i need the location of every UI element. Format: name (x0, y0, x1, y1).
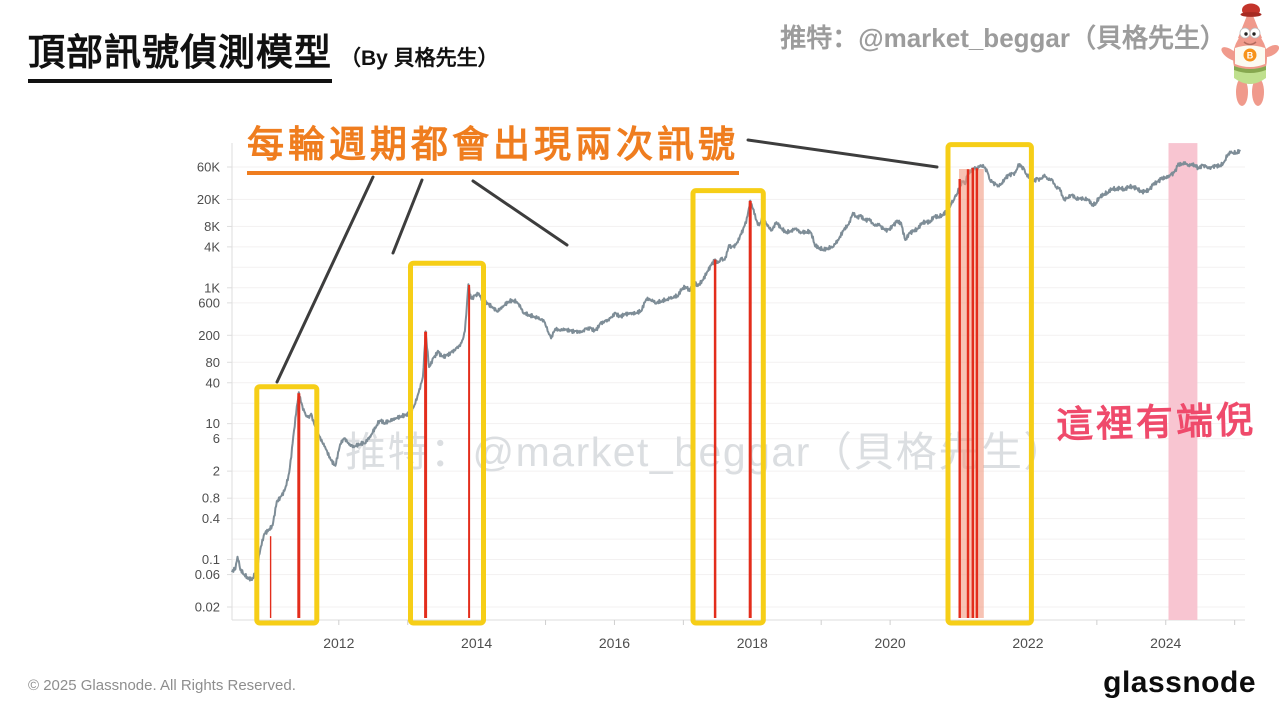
y-axis-tick-label: 2 (213, 464, 220, 479)
x-axis-tick-label: 2012 (323, 635, 354, 651)
page-title-suffix: （By 貝格先生） (340, 47, 499, 70)
chart-series-and-annotations (231, 138, 1241, 626)
y-axis-tick-label: 6 (213, 431, 220, 446)
annotation-connector-line (391, 178, 424, 255)
signal-highlight-box (408, 260, 486, 626)
y-axis-tick-label: 40 (206, 375, 220, 390)
y-axis-tick-label: 0.8 (202, 491, 220, 506)
signal-highlight-box (254, 384, 320, 626)
watermark: 推特：@market_beggar（貝格先生） (345, 429, 1066, 475)
signal-highlight-box (945, 142, 1034, 626)
y-axis-tick-label: 0.02 (195, 599, 220, 614)
signal-highlight-box (690, 188, 766, 626)
x-axis-tick-label: 2022 (1012, 635, 1043, 651)
y-axis-tick-label: 10 (206, 416, 220, 431)
signal-cluster-band-2021 (959, 169, 984, 618)
bitcoin-badge-icon (1243, 48, 1257, 62)
btc-price-line (231, 149, 1241, 582)
patrick-star-mascot-image: B (1221, 3, 1279, 106)
x-axis-tick-label: 2020 (875, 635, 906, 651)
y-axis-tick-label: 200 (198, 328, 220, 343)
svg-text:B: B (1247, 51, 1254, 61)
twitter-handle: 推特：@market_beggar（貝格先生） (780, 23, 1226, 53)
page-title: 頂部訊號偵測模型 (28, 32, 332, 83)
y-axis-tick-label: 1K (204, 280, 220, 295)
highlight-band-2024 (1168, 143, 1198, 620)
annotation-connector-line (275, 175, 375, 384)
annotation-connector-line (746, 138, 939, 169)
glassnode-logo: glassnode (1103, 666, 1256, 699)
y-axis-tick-label: 20K (197, 192, 220, 207)
annotation-connector-line (471, 179, 569, 247)
x-axis-tick-label: 2024 (1150, 635, 1181, 651)
x-axis-tick-label: 2018 (737, 635, 768, 651)
y-axis-tick-label: 0.4 (202, 511, 220, 526)
y-axis-tick-label: 4K (204, 239, 220, 254)
page-title-row: 頂部訊號偵測模型 （By 貝格先生） (28, 22, 499, 83)
copyright-text: © 2025 Glassnode. All Rights Reserved. (28, 677, 296, 694)
y-axis-tick-label: 8K (204, 219, 220, 234)
y-axis-tick-label: 80 (206, 355, 220, 370)
y-axis-tick-label: 0.06 (195, 567, 220, 582)
cycle-signal-note: 每輪週期都會出現兩次訊號 (247, 114, 739, 175)
y-axis-tick-label: 0.1 (202, 552, 220, 567)
y-axis-tick-label: 60K (197, 160, 220, 175)
clue-note: 這裡有端倪 (1055, 399, 1257, 446)
x-axis-tick-label: 2014 (461, 635, 492, 651)
x-axis-tick-label: 2016 (599, 635, 630, 651)
y-axis-tick-label: 600 (198, 295, 220, 310)
